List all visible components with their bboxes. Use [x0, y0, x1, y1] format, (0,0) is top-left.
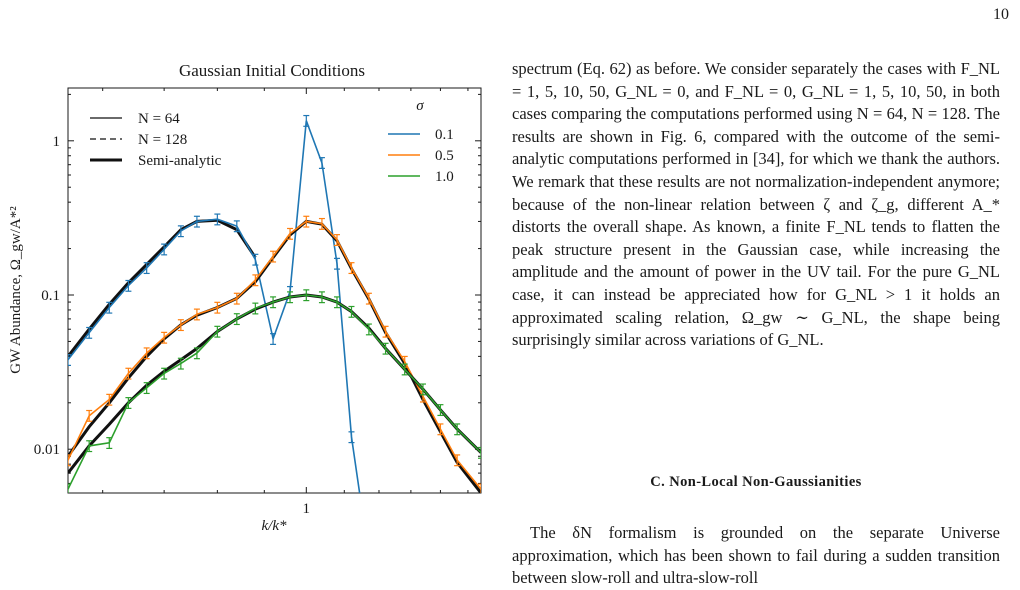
plot-area: 0.01 0.1 1 1	[34, 87, 482, 517]
n64-line	[68, 294, 481, 490]
series-sigma-0-5	[68, 215, 481, 493]
plot-frame	[67, 87, 482, 494]
series-sigma-1-0	[68, 289, 481, 493]
n64-line	[68, 120, 361, 493]
section-heading: C. Non-Local Non-Gaussianities	[650, 474, 862, 490]
legend-sigma-label: 0.5	[435, 148, 454, 164]
paragraph-intro: The δN formalism is grounded on the sepa…	[512, 523, 1000, 588]
n128-line	[68, 294, 481, 474]
legend-styles: N = 64 N = 128 Semi-analytic	[90, 111, 222, 169]
x-axis-label: k/k*	[262, 518, 287, 534]
legend-sigma: σ 0.1 0.5 1.0	[388, 98, 454, 185]
legend-sigma-title: σ	[416, 98, 424, 114]
y-tick-label: 1	[53, 134, 61, 150]
legend-label: Semi-analytic	[138, 153, 222, 169]
legend-sigma-label: 1.0	[435, 169, 454, 185]
x-tick-label: 1	[303, 501, 311, 517]
chart-marks	[68, 114, 481, 493]
legend-label: N = 128	[138, 132, 187, 148]
y-tick-label: 0.1	[41, 288, 60, 304]
series-sigma-0-1	[68, 114, 361, 493]
figure-gaussian-initial-conditions: Gaussian Initial Conditions 0.01 0.1 1 1 N …	[0, 0, 500, 578]
y-axis-label: GW Abundance, Ω_gw/A*²	[8, 206, 24, 374]
legend-label: N = 64	[138, 111, 180, 127]
chart-title: Gaussian Initial Conditions	[179, 61, 365, 80]
paragraph-main: spectrum (Eq. 62) as before. We consider…	[512, 59, 1000, 350]
body-text-column-2: The δN formalism is grounded on the sepa…	[512, 522, 1000, 590]
y-tick-label: 0.01	[34, 442, 60, 458]
page-number: 10	[993, 6, 1009, 23]
body-text-column: spectrum (Eq. 62) as before. We consider…	[512, 58, 1000, 352]
chart: Gaussian Initial Conditions 0.01 0.1 1 1 N …	[8, 61, 482, 534]
n64-line	[68, 220, 481, 490]
legend-sigma-label: 0.1	[435, 127, 454, 143]
